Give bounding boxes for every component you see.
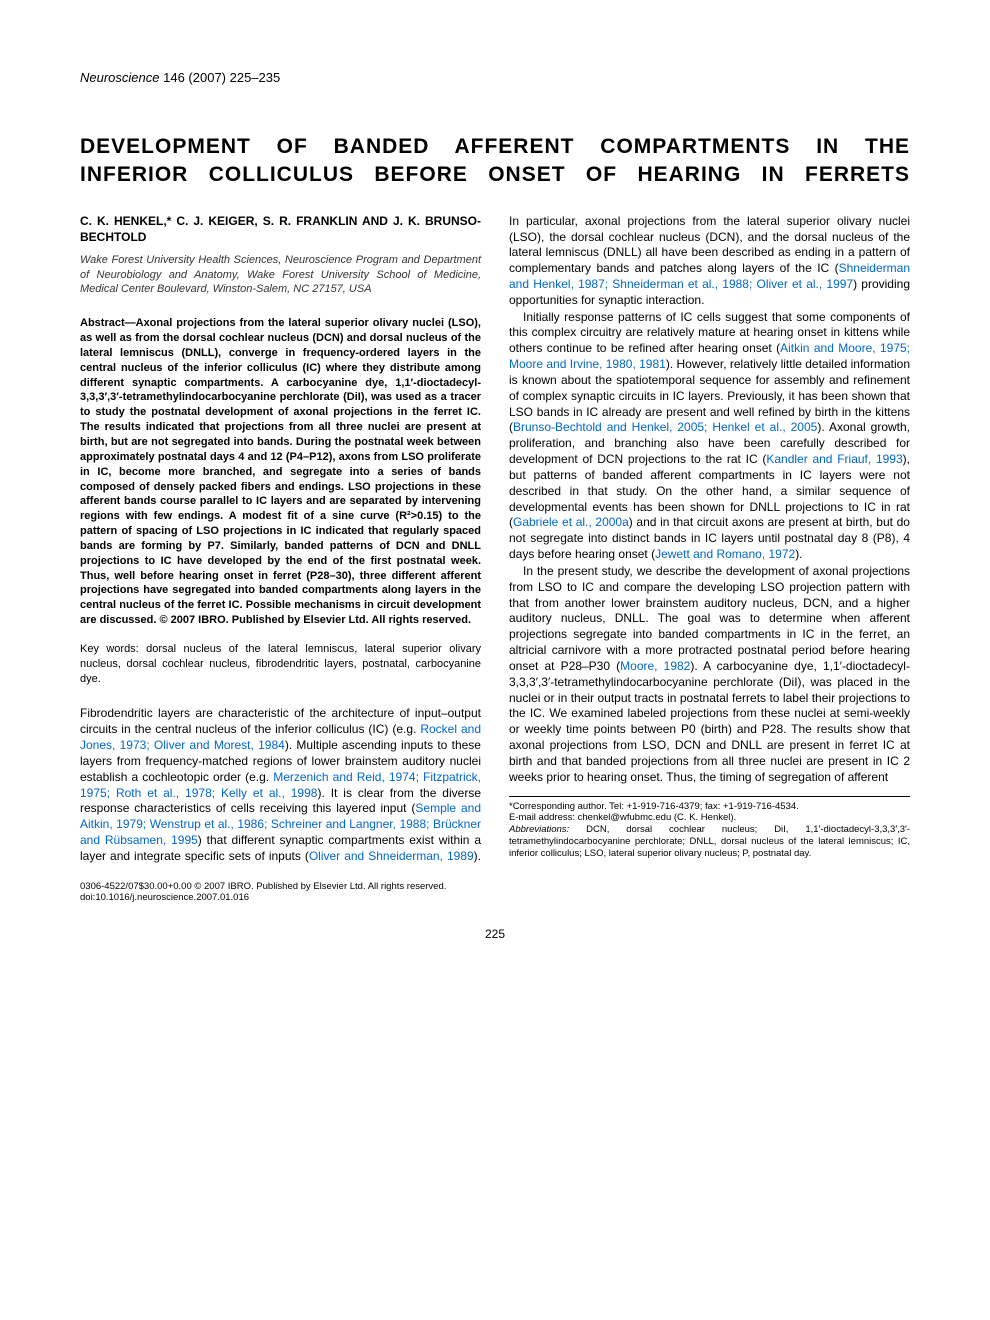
citation-link[interactable]: Gabriele et al., 2000a bbox=[513, 515, 629, 529]
doi: doi:10.1016/j.neuroscience.2007.01.016 bbox=[80, 892, 249, 903]
citation-link[interactable]: Brunso-Bechtold and Henkel, 2005; Henkel… bbox=[513, 420, 817, 434]
citation-link[interactable]: Jewett and Romano, 1972 bbox=[655, 547, 795, 561]
corresponding-author-note: *Corresponding author. Tel: +1-919-716-4… bbox=[509, 801, 910, 813]
abstract: Abstract—Axonal projections from the lat… bbox=[80, 316, 481, 628]
page-number: 225 bbox=[80, 927, 910, 941]
two-column-content: C. K. HENKEL,* C. J. KEIGER, S. R. FRANK… bbox=[80, 214, 910, 865]
author-list: C. K. HENKEL,* C. J. KEIGER, S. R. FRANK… bbox=[80, 214, 481, 246]
author-email[interactable]: chenkel@wfubmc.edu (C. K. Henkel). bbox=[578, 812, 737, 823]
keywords-block: Key words: dorsal nucleus of the lateral… bbox=[80, 642, 481, 687]
body-paragraph-3: In the present study, we describe the de… bbox=[509, 564, 910, 786]
citation-link[interactable]: Oliver and Shneiderman, 1989 bbox=[309, 849, 474, 863]
citation-link[interactable]: Moore, 1982 bbox=[620, 659, 690, 673]
article-title: DEVELOPMENT OF BANDED AFFERENT COMPARTME… bbox=[80, 133, 910, 190]
author-affiliation: Wake Forest University Health Sciences, … bbox=[80, 253, 481, 296]
journal-volume: 146 (2007) 225–235 bbox=[163, 70, 280, 85]
journal-reference: Neuroscience 146 (2007) 225–235 bbox=[80, 70, 910, 85]
copyright-line: 0306-4522/07$30.00+0.00 © 2007 IBRO. Pub… bbox=[80, 881, 910, 903]
keywords-label: Key words: bbox=[80, 643, 139, 655]
body-paragraph-2: Initially response patterns of IC cells … bbox=[509, 310, 910, 563]
journal-name: Neuroscience bbox=[80, 70, 160, 85]
footnote-block: *Corresponding author. Tel: +1-919-716-4… bbox=[509, 796, 910, 860]
abbreviations-line: Abbreviations: DCN, dorsal cochlear nucl… bbox=[509, 824, 910, 860]
keywords-text: dorsal nucleus of the lateral lemniscus,… bbox=[80, 643, 481, 685]
citation-link[interactable]: Kandler and Friauf, 1993 bbox=[766, 452, 902, 466]
email-line: E-mail address: chenkel@wfubmc.edu (C. K… bbox=[509, 812, 910, 824]
